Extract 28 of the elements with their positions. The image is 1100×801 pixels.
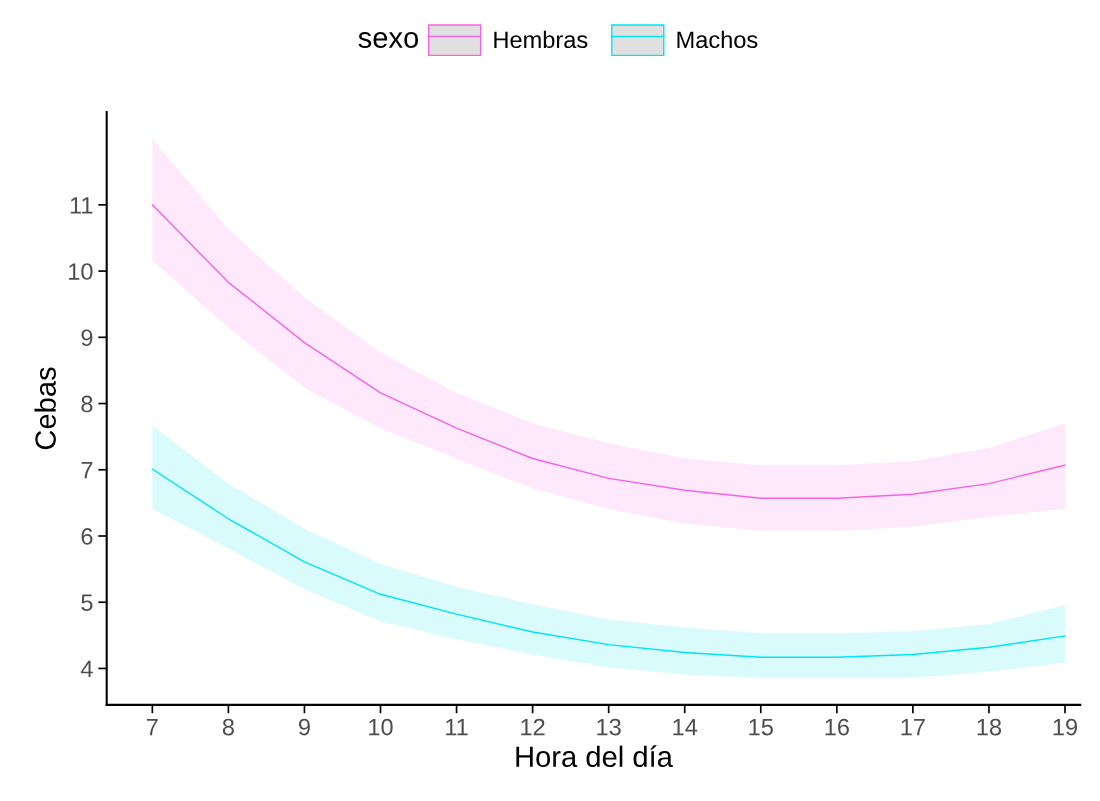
line-series [151,204,1066,499]
x-tick-label: 14 [673,718,698,736]
x-tick-label: 16 [825,718,849,736]
x-axis-title: Hora del día [516,745,673,768]
x-tick-label: 7 [146,718,158,736]
x-tick-label: 8 [222,718,234,736]
y-tick-label: 4 [80,660,93,678]
x-tick-label: 17 [901,718,925,736]
x-tick-label: 12 [521,718,545,736]
x-tick-label: 9 [298,718,310,736]
x-tick-label: 13 [597,718,621,736]
legend-label: Hembras [494,30,588,49]
x-tick-label: 10 [369,718,393,736]
y-axis-title: Cebas [34,367,56,450]
y-tick-label: 8 [81,395,93,413]
y-tick-label: 6 [81,528,93,545]
x-tick-label: 15 [749,718,773,736]
legend-title: sexo [358,32,419,48]
y-tick-label: 7 [81,462,93,479]
x-tick-label: 19 [1053,718,1077,736]
y-tick-label: 11 [70,197,93,214]
y-tick-label: 10 [69,263,93,280]
x-tick-label: 18 [977,718,1002,736]
line-series [151,468,1066,658]
legend-label: Machos [677,30,758,49]
x-tick-label: 11 [446,718,468,736]
y-tick-label: 5 [81,594,93,612]
y-tick-label: 9 [81,329,93,347]
